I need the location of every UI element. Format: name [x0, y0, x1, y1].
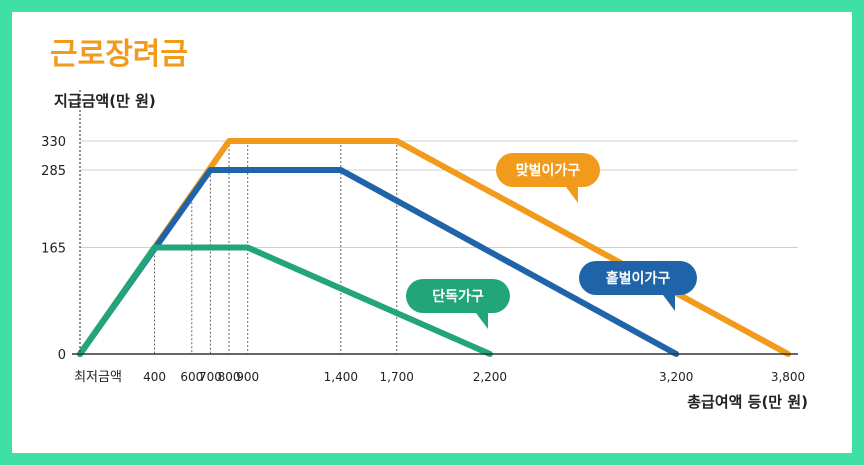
- x-tick-label: 1,400: [324, 370, 358, 384]
- chart-title: 근로장려금: [50, 37, 188, 72]
- x-tick-label: 600: [180, 370, 203, 384]
- x-axis-label: 총급여액 등(만 원): [687, 393, 808, 411]
- y-tick-label: 285: [41, 164, 66, 179]
- chart-card: 근로장려금 지급금액(만 원) 총급여액 등(만 원) 최저금액 0 165 285…: [12, 12, 852, 453]
- x-tick-label: 800: [218, 370, 241, 384]
- legend-label: 단독가구: [432, 288, 484, 305]
- x-origin-label: 최저금액: [74, 370, 122, 385]
- x-tick-label: 3,200: [659, 370, 693, 384]
- y-axis-label: 지급금액(만 원): [54, 92, 156, 110]
- x-tick-label: 700: [199, 370, 222, 384]
- x-tick-label: 2,200: [473, 370, 507, 384]
- legend-label: 맞벌이가구: [516, 162, 581, 179]
- earned-income-chart: 근로장려금 지급금액(만 원) 총급여액 등(만 원) 최저금액 0 165 285…: [41, 37, 808, 411]
- legend-bubble: [406, 279, 510, 329]
- x-tick-label: 1,700: [380, 370, 414, 384]
- y-tick-label: 165: [41, 242, 66, 257]
- series-line: [77, 244, 493, 357]
- x-tick-label: 3,800: [771, 370, 805, 384]
- y-tick-label: 0: [58, 348, 66, 363]
- legend-label: 홑벌이가구: [606, 270, 671, 287]
- legend-bubble: [496, 153, 600, 203]
- x-tick-label: 400: [143, 370, 166, 384]
- series-line: [77, 167, 680, 357]
- legend-bubble: [579, 261, 697, 311]
- x-tick-label: 900: [236, 370, 259, 384]
- y-tick-label: 330: [41, 135, 66, 150]
